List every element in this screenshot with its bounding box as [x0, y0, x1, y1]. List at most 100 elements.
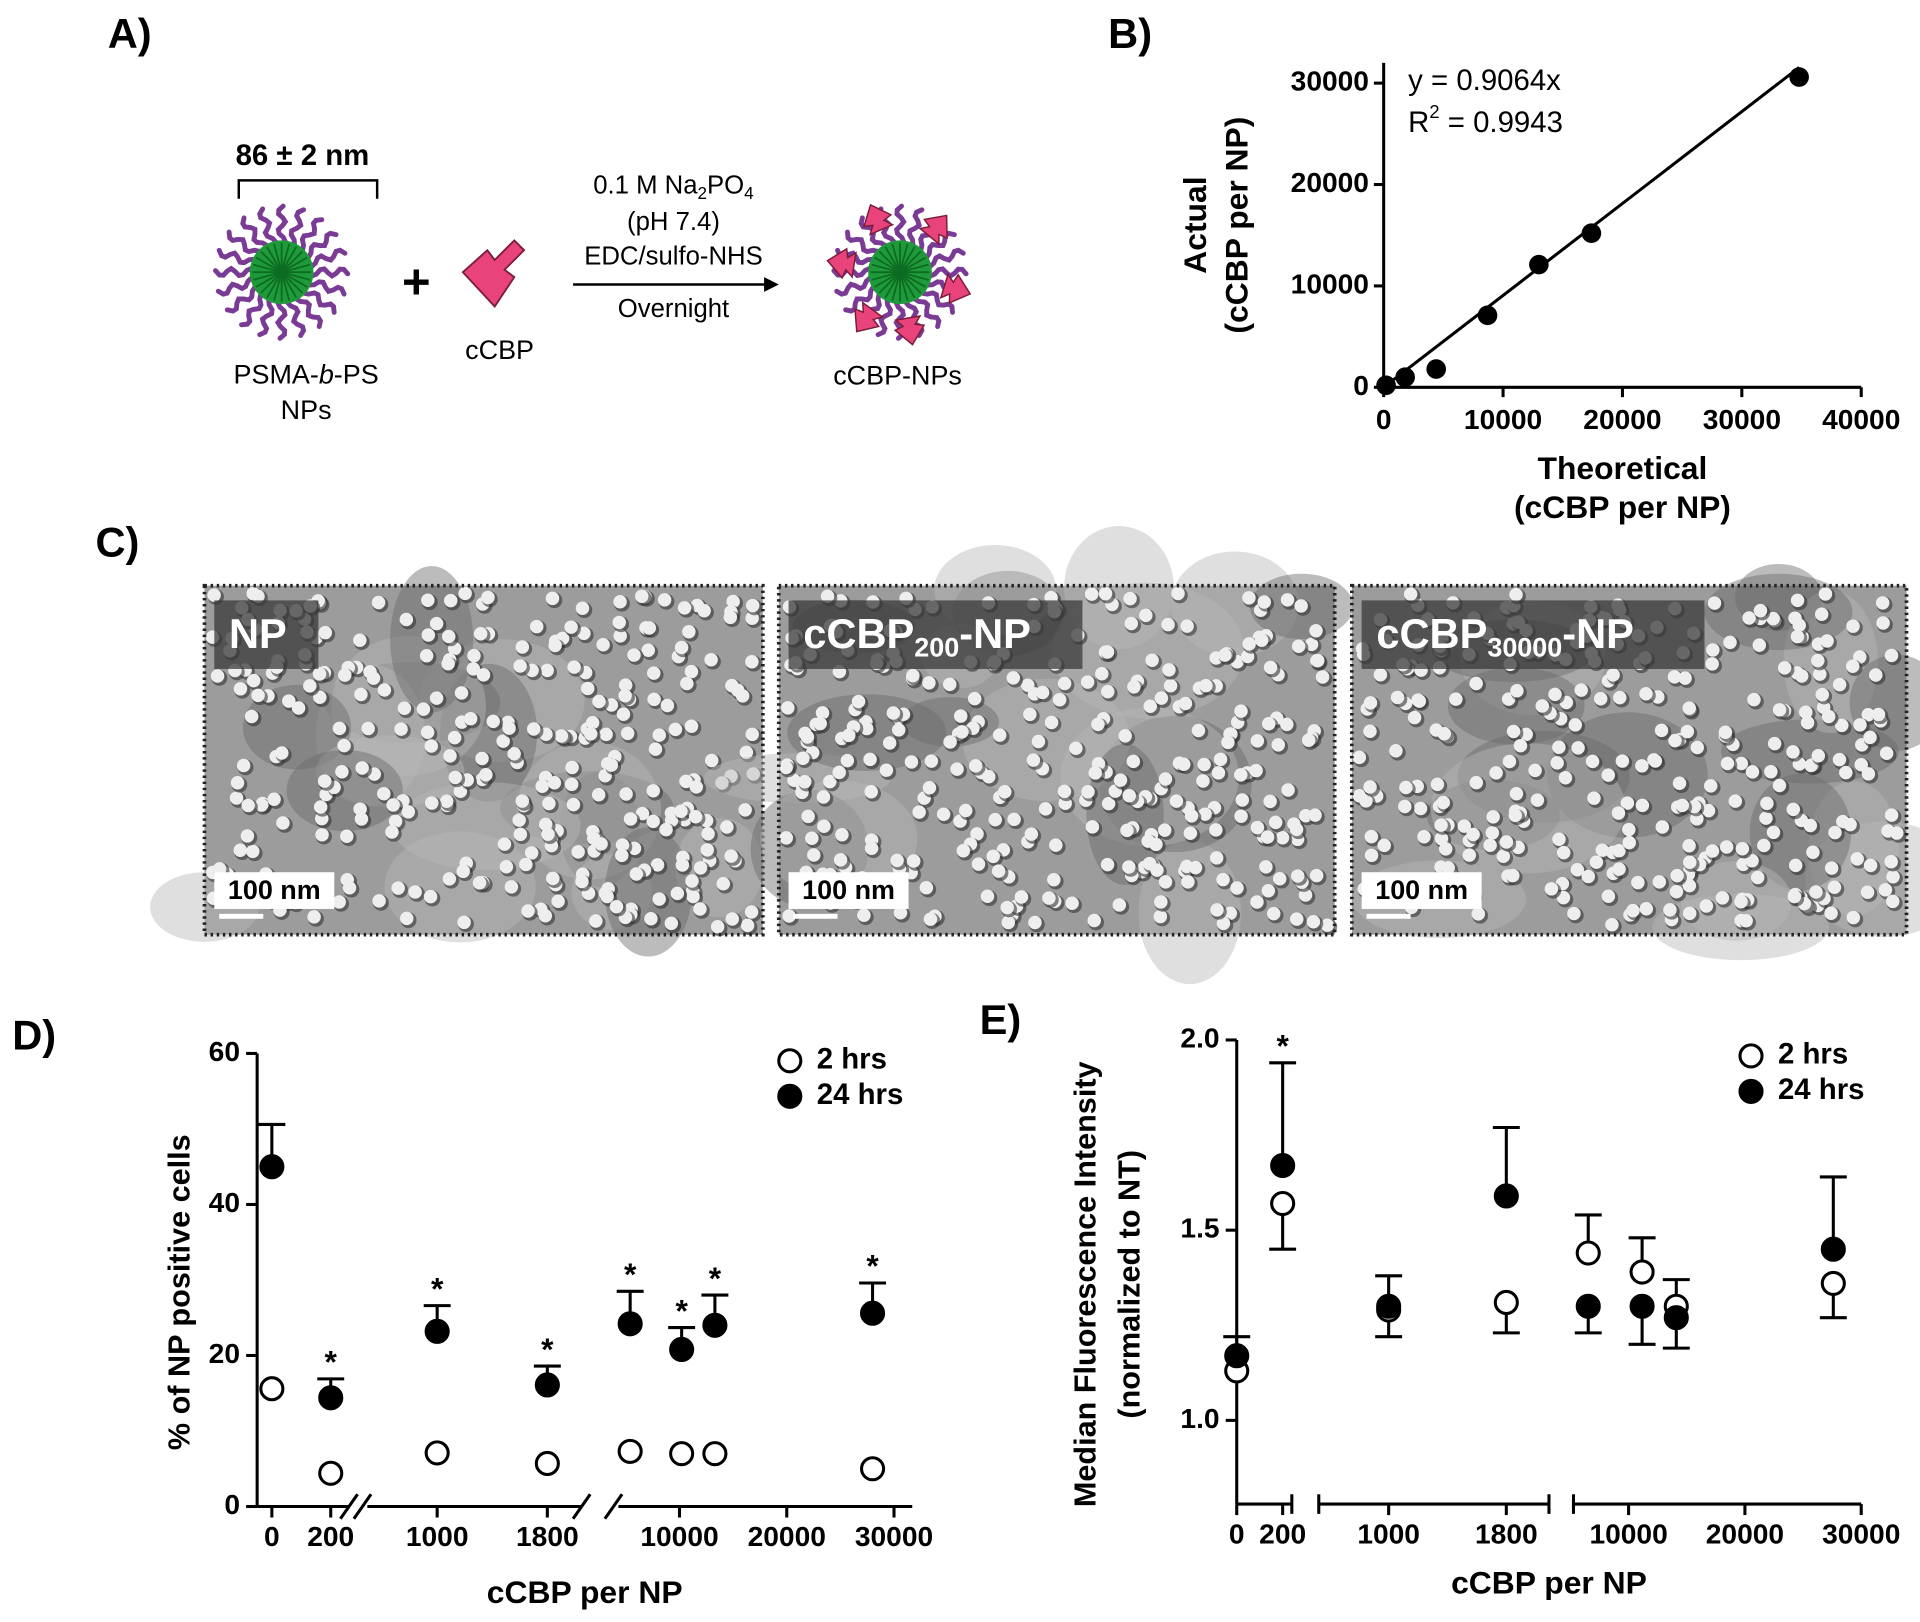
particle: [1261, 717, 1276, 731]
particle: [1753, 603, 1768, 618]
particle: [1024, 827, 1039, 841]
particle: [1672, 776, 1687, 791]
core-line: [266, 271, 283, 299]
particle: [1263, 660, 1278, 675]
particle: [1654, 723, 1669, 738]
point: [534, 1372, 560, 1398]
particle: [1824, 906, 1838, 920]
particle: [1294, 599, 1308, 613]
particle: [1772, 703, 1787, 717]
polymer-chain: [213, 265, 258, 279]
polymer-chain: [905, 207, 925, 250]
particle: [1069, 741, 1083, 756]
particle: [882, 736, 897, 750]
particle: [1153, 909, 1168, 924]
point: [860, 1456, 886, 1482]
core-line: [884, 271, 901, 299]
x-axis-label: cCBP per NP: [1451, 1564, 1647, 1600]
particle: [420, 725, 435, 739]
micrograph-border: [1350, 583, 1909, 937]
particle: [566, 797, 581, 812]
point: [534, 1450, 560, 1477]
particle: [1786, 802, 1801, 817]
y-tick-label: 1.5: [1180, 1213, 1219, 1244]
particle: [591, 788, 606, 802]
particle: [746, 767, 760, 781]
particle: [1162, 663, 1176, 677]
particle: [1764, 764, 1778, 779]
particle: [1359, 794, 1373, 808]
particle: [1100, 645, 1115, 659]
particle: [1052, 692, 1067, 707]
particle: [521, 904, 535, 918]
particle: [1675, 798, 1690, 813]
particle: [1766, 611, 1780, 626]
particle: [700, 843, 715, 857]
particle: [1715, 891, 1730, 905]
particle: [615, 848, 629, 863]
point: [1575, 1240, 1601, 1266]
polymer-chain: [224, 284, 263, 314]
point: [1426, 359, 1446, 379]
particle: [1407, 710, 1422, 725]
particle: [458, 586, 472, 601]
core-line: [874, 271, 901, 288]
particle: [1655, 820, 1670, 834]
core-line: [253, 263, 282, 274]
particle: [779, 831, 794, 845]
background-shade: [384, 831, 536, 943]
particle: [507, 746, 521, 761]
particle: [1509, 786, 1524, 801]
particle: [342, 880, 357, 895]
legend-marker: [777, 1048, 803, 1074]
legend-marker: [1738, 1043, 1764, 1069]
core-line: [281, 263, 311, 274]
particle: [1412, 694, 1427, 708]
scale-backdrop: [788, 872, 909, 909]
core-line: [255, 256, 283, 274]
particle: [1703, 779, 1718, 793]
core-line: [281, 256, 308, 274]
particle: [1101, 796, 1116, 811]
significance: *: [709, 1260, 722, 1296]
axis-break: [339, 1493, 359, 1520]
particle: [1777, 661, 1792, 675]
particle: [1038, 802, 1053, 816]
x-tick-label: 20000: [1706, 1518, 1784, 1549]
particle: [1631, 875, 1645, 890]
particle: [1682, 701, 1696, 715]
core-line: [281, 271, 311, 281]
particle: [353, 633, 367, 647]
particle: [1209, 823, 1223, 837]
core-line: [878, 250, 901, 273]
particle: [604, 758, 619, 772]
particle: [1124, 616, 1139, 631]
particle: [394, 722, 408, 736]
axis-break: [352, 1493, 373, 1520]
particle: [670, 886, 685, 901]
point: [1493, 1183, 1519, 1209]
ligand-icon: [461, 239, 526, 308]
particle: [1595, 843, 1610, 858]
particle: [1752, 638, 1767, 652]
particle: [456, 864, 470, 879]
particle: [1648, 754, 1663, 768]
particle: [644, 912, 658, 926]
particle: [724, 849, 738, 863]
ligand: [918, 214, 948, 246]
particle: [1846, 619, 1860, 633]
particle: [1085, 820, 1100, 834]
particle: [1230, 881, 1244, 895]
polymer-chain: [912, 291, 942, 330]
particle: [1306, 915, 1321, 929]
core-line: [266, 246, 283, 273]
particle: [1827, 880, 1842, 894]
core-line: [871, 263, 901, 274]
particle: [1869, 668, 1883, 682]
particle: [476, 668, 491, 682]
particle: [1123, 591, 1137, 606]
particle: [554, 729, 569, 743]
particle: [313, 800, 328, 814]
particle: [1234, 809, 1248, 823]
